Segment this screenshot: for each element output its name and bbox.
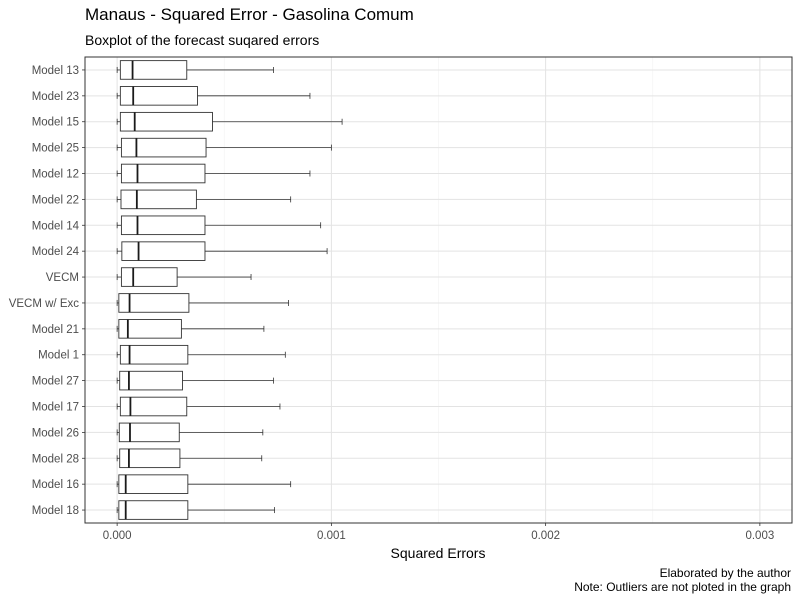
box-iqr — [118, 422, 180, 443]
x-tick-label: 0.003 — [745, 530, 774, 542]
y-tick-label: Model 16 — [32, 479, 79, 491]
chart-subtitle: Boxplot of the forecast suqared errors — [85, 32, 320, 48]
x-tick-label: 0.000 — [103, 530, 132, 542]
y-tick-label: Model 25 — [32, 143, 79, 155]
y-tick-label: VECM — [46, 272, 79, 284]
box-iqr — [118, 500, 189, 520]
y-tick-label: Model 22 — [32, 194, 79, 206]
y-tick-label: Model 14 — [32, 220, 80, 232]
y-tick-label: Model 13 — [32, 65, 79, 77]
x-tick-label: 0.001 — [317, 530, 346, 542]
box-iqr — [120, 163, 206, 184]
box-iqr — [120, 267, 178, 287]
caption-author: Elaborated by the author — [659, 566, 791, 580]
y-tick-label: Model 23 — [32, 91, 79, 103]
y-tick-label: Model 27 — [32, 376, 79, 388]
y-tick-label: Model 12 — [32, 169, 79, 181]
y-tick-label: Model 17 — [32, 402, 79, 414]
y-tick-label: Model 1 — [38, 350, 79, 362]
y-tick-label: Model 21 — [32, 324, 79, 336]
box-iqr — [120, 189, 197, 210]
box-iqr — [119, 111, 213, 132]
box-layer — [116, 60, 343, 520]
y-tick-label: Model 26 — [32, 427, 79, 439]
box-iqr — [119, 86, 198, 106]
x-axis-title: Squared Errors — [391, 545, 486, 561]
y-tick-label: Model 28 — [32, 453, 79, 465]
box-iqr — [120, 137, 207, 158]
chart-title: Manaus - Squared Error - Gasolina Comum — [85, 5, 414, 24]
x-tick-label: 0.002 — [531, 530, 560, 542]
box-iqr — [119, 344, 189, 365]
y-tick-label: VECM w/ Exc — [9, 298, 80, 310]
box-iqr — [120, 215, 206, 236]
axis-layer: Model 13 Model 23 Model 15 Model 25 Model 12… — [9, 65, 775, 542]
box-iqr — [119, 370, 183, 391]
box-iqr — [119, 60, 188, 80]
box-iqr — [119, 396, 188, 417]
plot-border — [84, 56, 793, 524]
y-tick-label: Model 24 — [32, 246, 80, 258]
caption-note: Note: Outliers are not ploted in the gra… — [574, 580, 791, 594]
box-iqr — [118, 474, 189, 494]
box-iqr — [119, 448, 181, 469]
box-iqr — [118, 293, 190, 313]
box-iqr — [121, 241, 206, 261]
y-tick-label: Model 15 — [32, 117, 79, 129]
y-tick-label: Model 18 — [32, 505, 79, 517]
box-iqr — [118, 319, 182, 339]
